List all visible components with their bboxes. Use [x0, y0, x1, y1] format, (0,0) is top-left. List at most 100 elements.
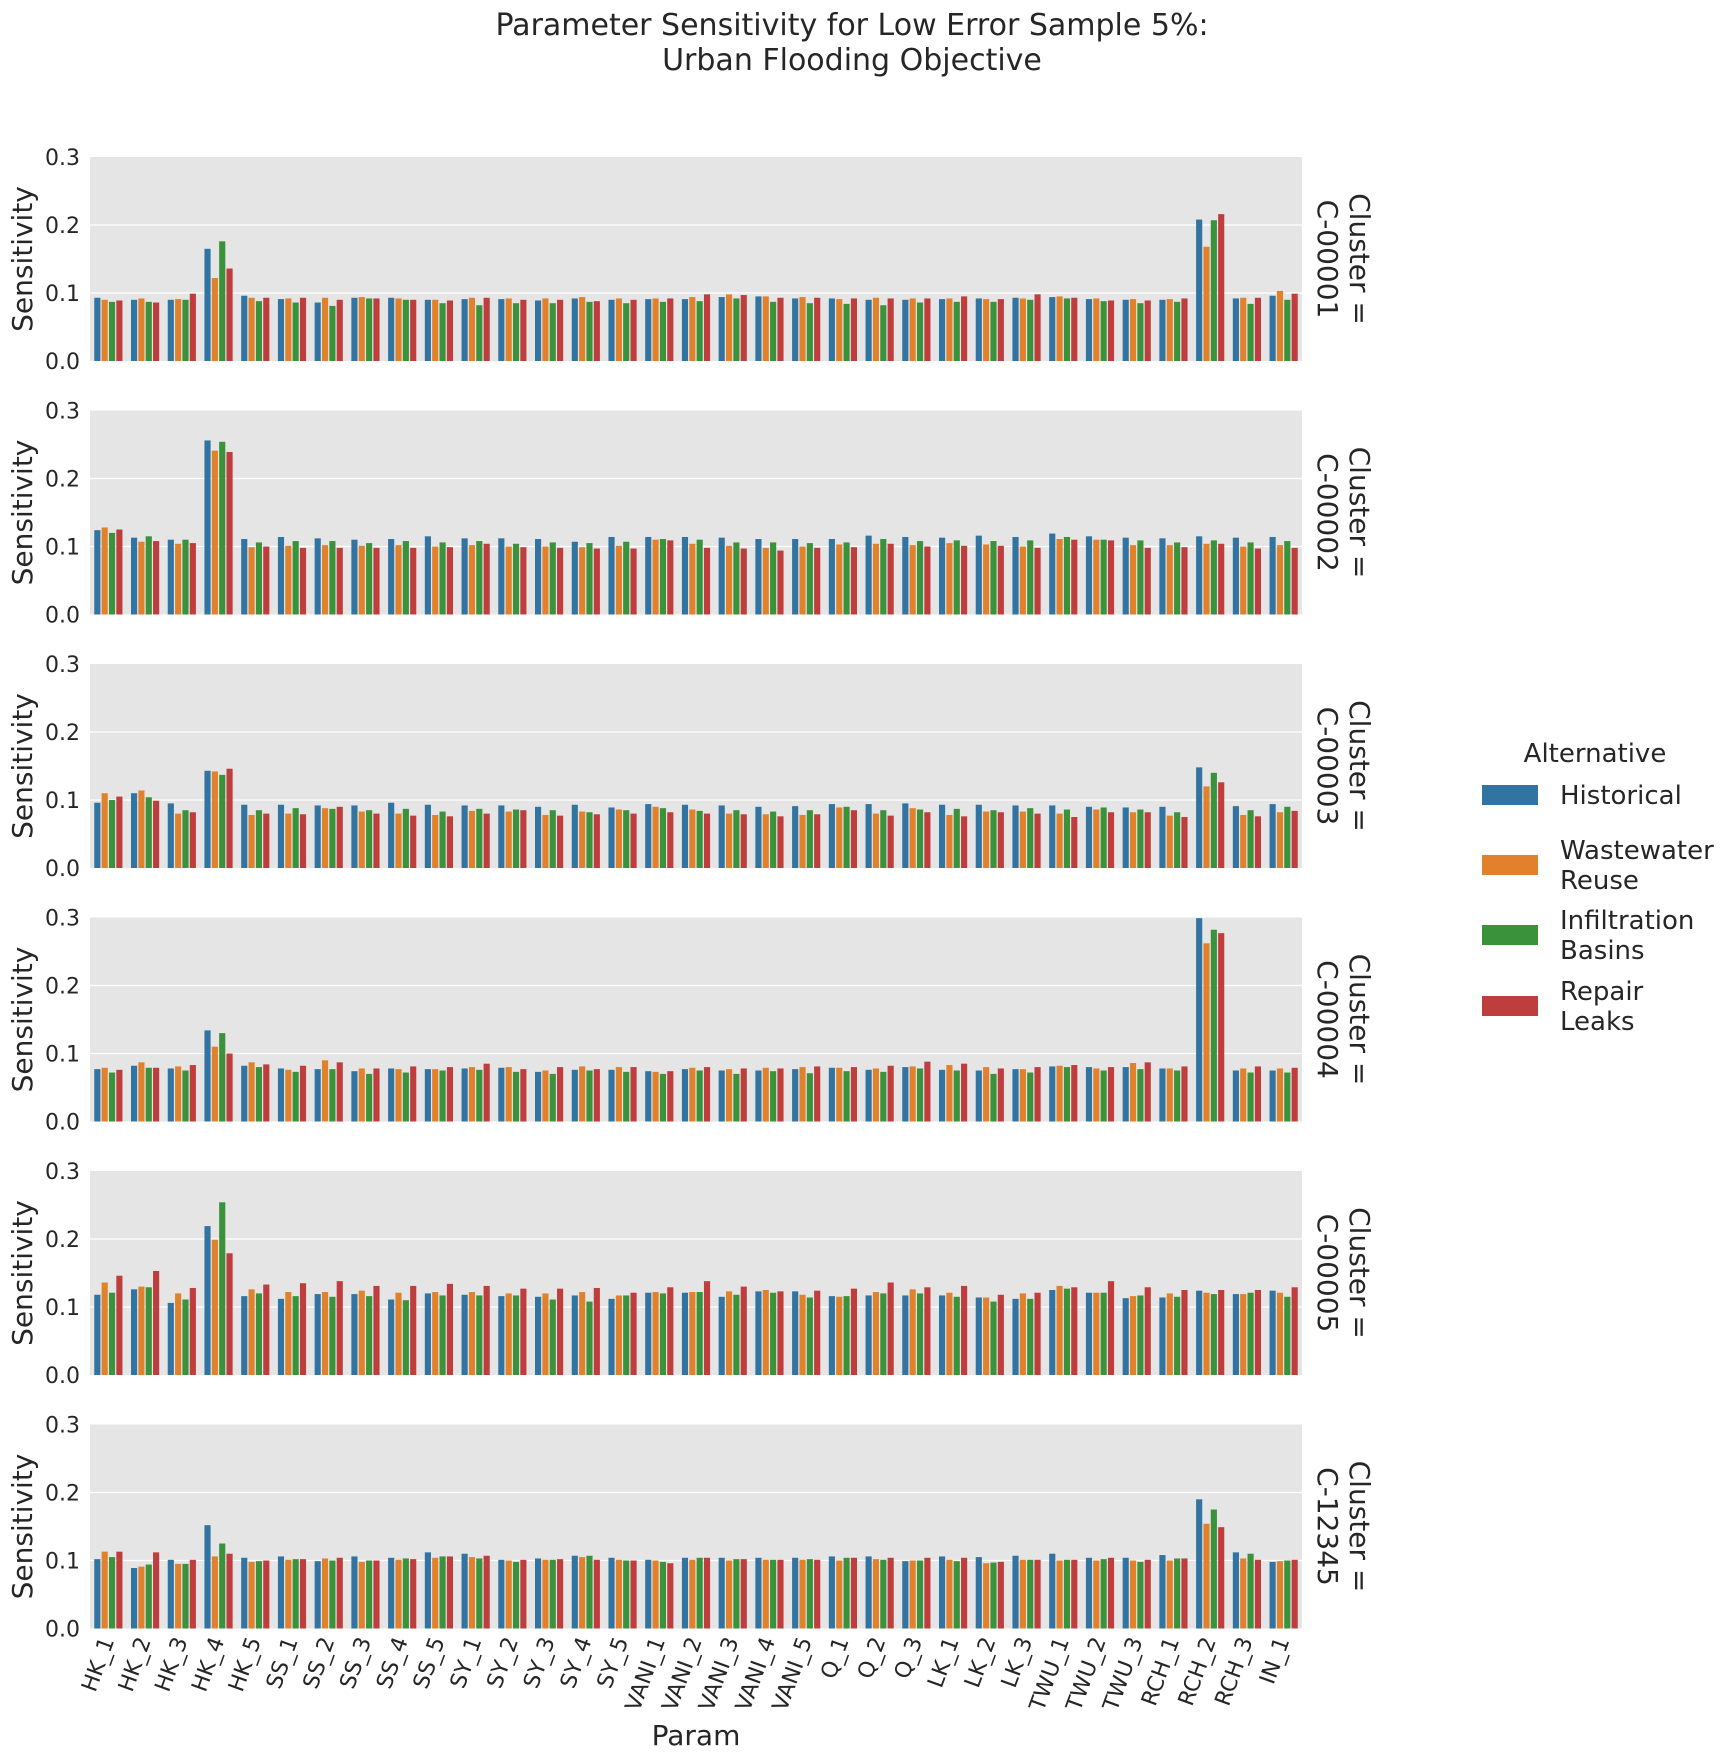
bar	[1122, 299, 1129, 361]
bar	[1144, 1062, 1151, 1122]
bar	[321, 1558, 329, 1629]
y-tick-label: 0.0	[45, 857, 80, 882]
bar	[865, 1295, 872, 1375]
bar	[608, 807, 615, 868]
bar	[219, 774, 226, 868]
bar	[1247, 1292, 1254, 1375]
bar	[131, 537, 138, 615]
bar	[1012, 1069, 1019, 1122]
bar	[557, 815, 564, 868]
bar	[630, 1560, 637, 1629]
bar	[755, 539, 762, 615]
bar	[997, 299, 1004, 361]
bar	[902, 536, 909, 615]
bar	[329, 1069, 336, 1122]
bar	[1063, 298, 1071, 361]
bar	[1291, 1067, 1298, 1122]
bar	[520, 299, 527, 361]
bar	[1269, 1290, 1276, 1375]
x-tick-label: SY_1	[446, 1634, 487, 1692]
bar	[277, 1556, 285, 1629]
bar	[681, 536, 689, 615]
y-tick-label: 0.3	[45, 1160, 80, 1185]
bar	[645, 1071, 652, 1122]
bar	[615, 1559, 622, 1629]
bar	[770, 542, 777, 615]
bar	[645, 299, 652, 361]
bar	[645, 1559, 652, 1629]
bar	[535, 806, 542, 868]
bar	[990, 301, 997, 361]
legend-title: Alternative	[1524, 739, 1667, 769]
bar	[153, 1067, 160, 1122]
bar	[1181, 1290, 1188, 1375]
bar	[299, 814, 307, 868]
bar	[1100, 539, 1107, 615]
bar	[255, 1293, 263, 1375]
bar	[542, 1293, 549, 1375]
bar	[241, 1557, 248, 1629]
bar	[953, 808, 960, 868]
bar	[865, 1069, 872, 1122]
bar	[402, 541, 409, 615]
bar	[718, 297, 725, 361]
bar	[887, 298, 894, 361]
bar	[167, 1559, 174, 1629]
bar	[498, 1296, 505, 1375]
bar	[689, 1067, 696, 1122]
bar	[983, 1563, 990, 1629]
bar	[468, 545, 476, 615]
bar	[1174, 1296, 1181, 1375]
bar	[432, 1292, 439, 1375]
bar	[1137, 1069, 1144, 1122]
bar	[321, 545, 329, 615]
bar	[116, 1069, 123, 1122]
bar	[182, 810, 189, 868]
bar	[615, 1295, 622, 1375]
bar	[439, 811, 446, 868]
bar	[358, 297, 365, 361]
bar	[806, 810, 813, 868]
bar	[219, 1543, 226, 1629]
bar	[1269, 1561, 1276, 1629]
bar	[623, 541, 630, 615]
bar	[248, 297, 255, 361]
bar	[255, 301, 263, 361]
bar	[1276, 1292, 1284, 1375]
bar	[953, 301, 960, 361]
y-tick-label: 0.2	[45, 1228, 80, 1253]
bar	[571, 804, 578, 868]
bar	[1174, 812, 1181, 868]
bar	[1137, 540, 1144, 615]
bar	[667, 298, 674, 361]
bar	[1210, 929, 1217, 1122]
x-tick-label: SS_5	[409, 1634, 451, 1692]
bar	[1291, 1559, 1298, 1629]
bar	[336, 299, 343, 361]
bar	[1012, 1298, 1019, 1375]
bar	[145, 1287, 152, 1375]
bar	[571, 1555, 578, 1629]
bar	[167, 1068, 174, 1122]
bar	[652, 806, 659, 868]
bar	[476, 541, 483, 615]
bar	[285, 813, 292, 868]
bar	[792, 1291, 799, 1375]
bar	[189, 1065, 196, 1122]
bar	[814, 297, 821, 361]
bar	[872, 813, 880, 868]
x-tick-label: SY_2	[483, 1634, 524, 1692]
bar	[1012, 805, 1019, 868]
bar	[468, 297, 476, 361]
bar	[630, 1292, 637, 1375]
bar	[579, 297, 586, 361]
bar	[277, 804, 285, 868]
bar	[373, 547, 380, 615]
bar	[755, 1070, 762, 1122]
bar	[366, 810, 373, 868]
bar	[1254, 816, 1261, 868]
bar	[299, 1283, 307, 1375]
bar	[916, 1068, 924, 1122]
bar	[1049, 1066, 1056, 1122]
bar	[799, 1067, 806, 1122]
